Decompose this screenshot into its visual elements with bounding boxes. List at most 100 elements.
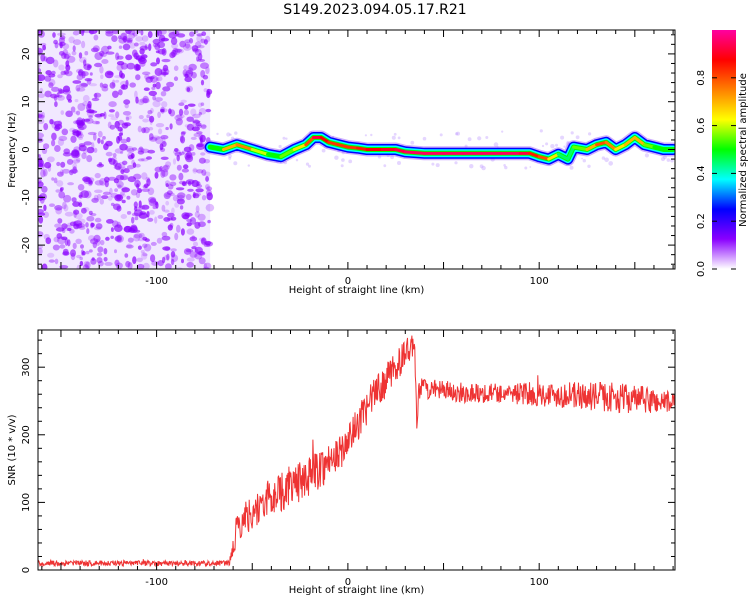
noise-blob <box>87 131 97 136</box>
spectrogram-y-tick-label: -10 <box>21 189 32 205</box>
noise-blob <box>78 136 83 140</box>
noise-blob <box>93 133 97 141</box>
noise-blob <box>168 30 175 35</box>
ridge-speck <box>348 159 353 164</box>
noise-blob <box>196 34 203 43</box>
ridge-segment <box>327 140 340 147</box>
noise-blob <box>80 190 90 199</box>
ridge-segment <box>292 143 308 151</box>
noise-blob <box>89 72 93 76</box>
noise-blob <box>120 151 124 155</box>
ridge-speck <box>397 161 401 165</box>
noise-blob <box>57 94 63 98</box>
noise-blob <box>101 59 109 64</box>
noise-blob <box>63 53 70 60</box>
noise-blob <box>188 63 197 71</box>
noise-blob <box>192 193 200 199</box>
noise-blob <box>160 170 166 178</box>
noise-blob <box>120 73 125 79</box>
snr-frame <box>37 329 676 571</box>
noise-blob <box>94 52 103 61</box>
noise-blob <box>127 237 134 243</box>
noise-blob <box>156 30 163 36</box>
noise-blob <box>58 51 65 56</box>
noise-blob <box>143 87 150 91</box>
noise-blob <box>92 241 98 249</box>
ridge-speck <box>383 164 387 168</box>
noise-blob <box>57 74 63 79</box>
noise-blob <box>94 217 102 223</box>
noise-blob <box>60 169 64 176</box>
noise-blob <box>156 41 166 48</box>
noise-blob <box>133 201 138 209</box>
ridge-speck <box>670 159 674 163</box>
noise-blob <box>86 155 93 163</box>
noise-blob <box>162 136 166 145</box>
noise-blob <box>171 207 175 215</box>
noise-blob <box>141 35 149 42</box>
noise-blob <box>202 74 209 80</box>
noise-blob <box>140 97 148 104</box>
noise-blob <box>162 165 169 173</box>
noise-blob <box>76 223 86 228</box>
noise-blob <box>201 238 205 243</box>
noise-blob <box>118 132 123 136</box>
noise-blob <box>101 86 109 92</box>
noise-blob <box>197 213 206 221</box>
ridge-speck <box>479 164 484 169</box>
ridge-speck <box>604 157 609 163</box>
noise-blob <box>162 86 171 92</box>
noise-blob <box>67 182 74 186</box>
noise-blob <box>155 81 161 90</box>
noise-blob <box>125 79 129 88</box>
noise-blob <box>166 190 173 195</box>
noise-blob <box>165 200 170 206</box>
noise-blob <box>127 262 133 269</box>
noise-blob <box>80 244 84 249</box>
noise-blob <box>120 138 128 144</box>
noise-blob <box>97 137 101 144</box>
noise-blob <box>156 57 160 65</box>
ridge-segment <box>266 152 283 159</box>
noise-blob <box>196 142 205 150</box>
noise-blob <box>160 106 166 114</box>
noise-blob <box>206 192 213 201</box>
noise-blob <box>125 260 131 268</box>
noise-blob <box>88 210 93 215</box>
colorbar-tick-label: 0.2 <box>696 213 707 229</box>
noise-blob <box>81 71 86 79</box>
noise-blob <box>198 257 206 265</box>
noise-blob <box>200 124 207 130</box>
colorbar-tick-label: 0.4 <box>696 165 707 181</box>
ridge-speck <box>467 137 472 142</box>
noise-blob <box>117 184 122 189</box>
noise-blob <box>99 65 104 74</box>
snr-x-tick-label: -100 <box>145 577 168 588</box>
noise-blob <box>207 219 211 224</box>
noise-blob <box>160 156 169 160</box>
noise-blob <box>116 194 122 200</box>
noise-blob <box>200 62 209 69</box>
ridge-speck <box>529 166 532 168</box>
noise-blob <box>83 177 93 185</box>
noise-blob <box>67 99 72 103</box>
noise-blob <box>205 66 210 75</box>
noise-blob <box>198 108 207 115</box>
noise-blob <box>123 168 130 174</box>
ridge-speck <box>410 140 415 145</box>
noise-blob <box>176 164 182 171</box>
ridge-segment <box>304 136 315 147</box>
noise-blob <box>180 99 187 104</box>
noise-blob <box>167 224 173 231</box>
noise-blob <box>54 42 59 49</box>
noise-blob <box>148 90 157 96</box>
noise-blob <box>105 151 113 157</box>
noise-blob <box>57 171 64 177</box>
noise-blob <box>51 132 57 141</box>
ridge-speck <box>278 144 282 149</box>
noise-blob <box>205 176 210 182</box>
ridge-speck <box>485 136 489 139</box>
noise-blob <box>57 138 65 146</box>
noise-blob <box>63 204 69 212</box>
noise-blob <box>43 143 50 150</box>
